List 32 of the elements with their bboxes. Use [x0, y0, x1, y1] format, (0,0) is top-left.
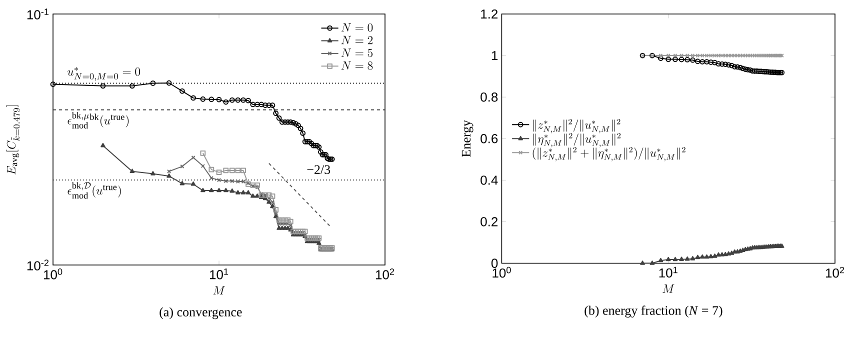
x-tick-label: 10$^{1}$: [210, 268, 228, 280]
y-tick-label: 0.8: [480, 92, 498, 102]
legend-label: $N=5$: [341, 48, 373, 58]
y-tick-label: 10$^{-2}$: [27, 260, 49, 270]
legend-label: $N=0$: [341, 23, 373, 32]
y-tick-label: 10$^{-1}$: [27, 8, 49, 20]
y-axis-title: $E_{\mathrm{avg}}[C_{\tilde{k}=0.479}]$: [6, 105, 20, 175]
y-tick-label: 1.2: [481, 9, 498, 19]
legend-label: $\|z^{*}_{N,M}\|^2/\|u^{*}_{N,M}\|^2$: [533, 118, 620, 134]
y-tick-label: 0: [491, 258, 498, 268]
x-tick-label: 10$^{0}$: [492, 266, 511, 278]
y-axis-title: Energy: [462, 120, 474, 157]
x-tick-label: 10$^{2}$: [376, 268, 394, 280]
x-axis-title: $M$: [213, 286, 225, 294]
text: (a) convergence: [160, 307, 242, 320]
x-tick-label: 10$^{1}$: [659, 266, 678, 278]
legend-label: $(\|z^{*}_{N,M}\|^2+\|\eta^{*}_{N,M}\|^2)/\|u^{*}_{N,M}\|^2$: [532, 146, 686, 162]
y-tick-label: 0.4: [480, 176, 498, 185]
x-tick-label: 10$^{2}$: [826, 266, 844, 278]
x-axis-title: $M$: [662, 284, 674, 293]
ref-line-label: $\epsilon_{\mathrm{mod}}^{\mathrm{bk},\mathcal{D}}(u^{\mathrm{true}})$: [68, 182, 121, 199]
legend-label: $\|\eta^{*}_{N,M}\|^2/\|u^{*}_{N,M}\|^2$: [533, 132, 621, 148]
text: (b) energy fraction (N = 7): [584, 306, 722, 318]
legend-label: $N=8$: [341, 61, 373, 70]
y-tick-label: 1: [492, 51, 498, 60]
ref-line-label: $\epsilon_{\mathrm{mod}}^{\mathrm{bk},\mu}{}^{\mathrm{bk}}(u^{\mathrm{true}})$: [68, 112, 129, 128]
ref-line-label: $u^{*}_{N=0,M=0}=0$: [68, 67, 140, 81]
legend-label: $N=2$: [341, 36, 373, 44]
y-tick-label: 0.6: [480, 134, 498, 144]
annotation: −2/3: [307, 165, 330, 174]
y-tick-label: 0.2: [480, 217, 498, 226]
x-tick-label: 10$^{0}$: [44, 268, 62, 280]
